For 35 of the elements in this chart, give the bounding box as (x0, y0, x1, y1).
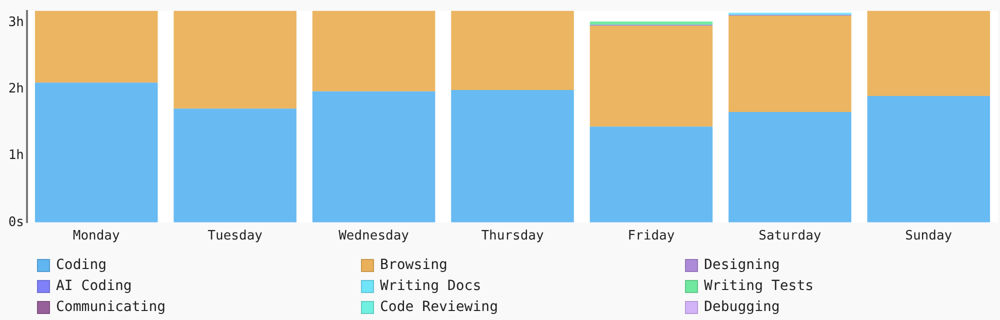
y-tick-label: 1h (8, 148, 24, 164)
bar (312, 91, 436, 222)
bar (590, 21, 713, 25)
legend-label: Communicating (56, 299, 166, 315)
legend-label: Debugging (704, 299, 780, 315)
bar (867, 10, 990, 96)
x-tick-label: Thursday (481, 228, 544, 244)
x-tick-label: Friday (628, 228, 675, 244)
x-tick-label: Saturday (758, 228, 822, 244)
bar (174, 10, 296, 109)
x-tick-label: Tuesday (208, 228, 263, 244)
legend-label: AI Coding (56, 278, 132, 294)
bar (451, 10, 574, 90)
bar (728, 15, 852, 112)
bar (451, 90, 574, 222)
y-tick-label: 2h (8, 82, 24, 97)
legend-label: Code Reviewing (380, 299, 498, 315)
y-tick-label: 0s (8, 214, 24, 230)
y-tick-label: 3h (8, 15, 24, 30)
legend-label: Writing Docs (380, 278, 482, 294)
x-tick-label: Wednesday (338, 228, 410, 244)
x-tick-label: Monday (72, 228, 120, 244)
bar (867, 96, 990, 222)
legend-label: Designing (704, 257, 780, 273)
x-tick-label: Sunday (905, 228, 952, 244)
bar (34, 82, 158, 222)
bar (34, 10, 158, 83)
bar (590, 25, 713, 127)
text: Coding (56, 257, 107, 273)
bar (174, 108, 296, 222)
bar (312, 10, 436, 92)
bar (728, 112, 852, 222)
legend-label: Browsing (380, 257, 448, 273)
bar (590, 126, 713, 222)
legend-label: Writing Tests (704, 278, 814, 294)
